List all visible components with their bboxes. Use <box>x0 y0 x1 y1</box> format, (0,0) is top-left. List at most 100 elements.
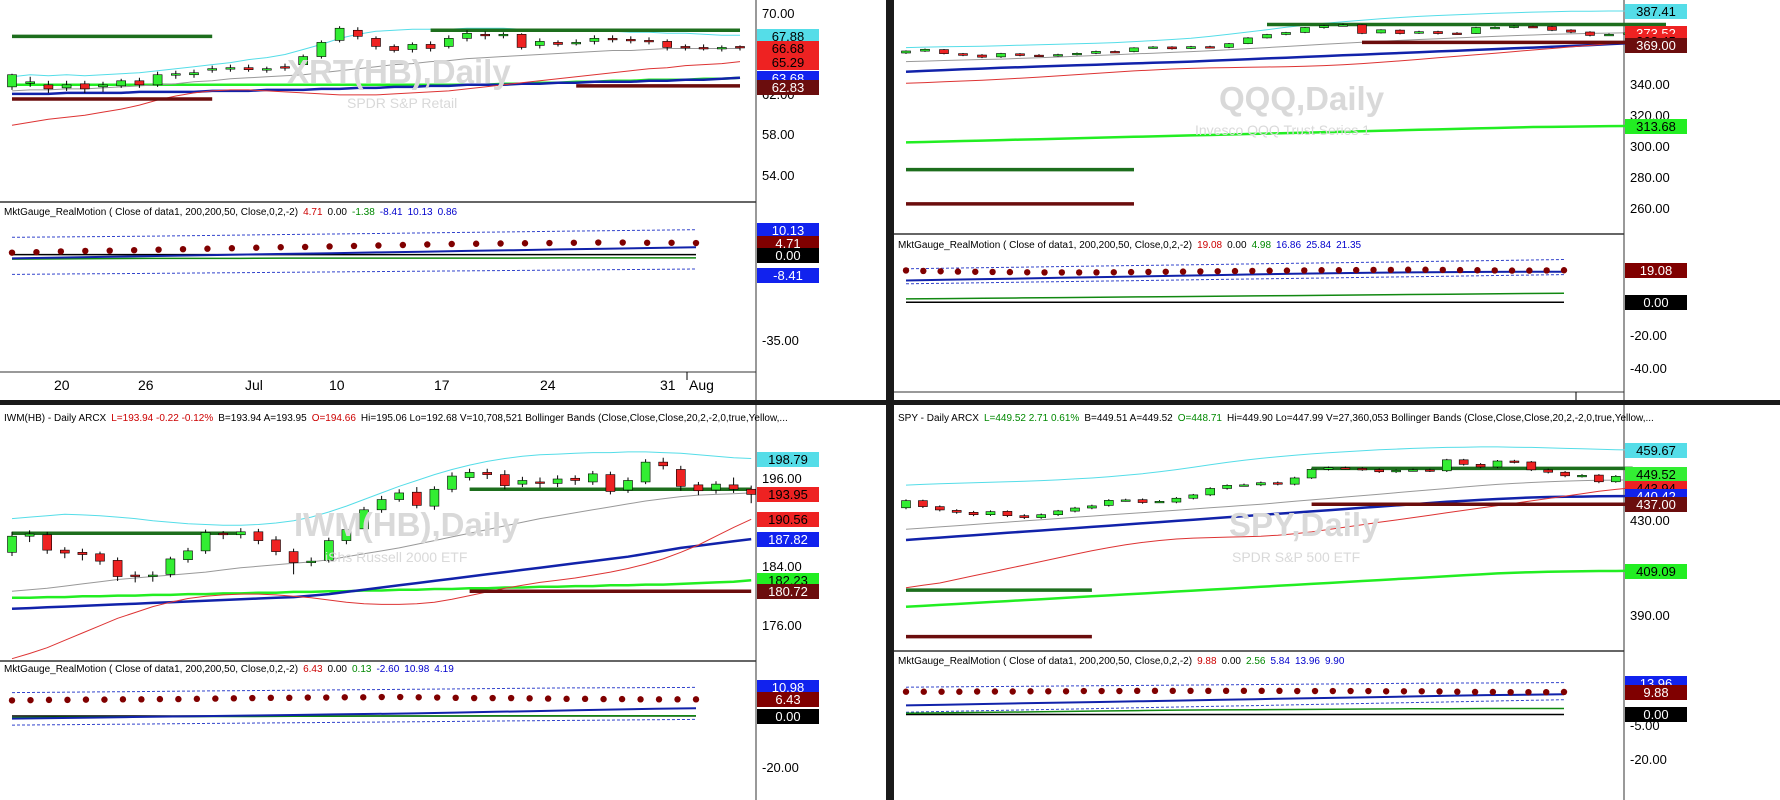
indicator-dot <box>1024 269 1031 276</box>
candle-body <box>1408 469 1418 472</box>
indicator-dot <box>301 243 309 251</box>
indicator-dot <box>1335 267 1343 274</box>
bollinger-middle-line <box>905 479 1633 530</box>
candle-body <box>553 42 563 45</box>
indicator-dot <box>643 239 651 246</box>
price-header-symbol: IWM(HB) - Daily ARCX <box>4 413 107 424</box>
candle-body <box>1137 499 1148 503</box>
indicator-dot <box>433 694 441 701</box>
indicator-dot <box>937 268 944 275</box>
indicator-dot <box>989 268 996 276</box>
candle-body <box>95 553 105 562</box>
indicator-dot <box>692 696 700 703</box>
candle-body <box>623 480 633 491</box>
candle-body <box>288 551 299 563</box>
indicator-value-blue-2: 25.84 <box>1306 240 1332 251</box>
indicator-dot <box>1507 688 1514 696</box>
indicator-dot <box>902 267 910 274</box>
candle-body <box>985 511 996 516</box>
candle-body <box>1414 31 1424 34</box>
indicator-dot <box>1258 687 1265 695</box>
price-badge: 198.79 <box>757 451 819 467</box>
candle-body <box>1120 499 1131 502</box>
indicator-dot <box>8 249 16 256</box>
indicator-dot <box>544 695 552 702</box>
price-header-bid-ask: B=193.94 A=193.95 <box>218 413 307 424</box>
indicator-dot <box>1151 687 1159 695</box>
indicator-green-line <box>905 292 1565 300</box>
candle-body <box>589 38 600 42</box>
indicator-dot <box>1179 268 1187 275</box>
indicator-dot <box>399 241 407 249</box>
indicator-dot <box>350 242 358 250</box>
chart-symbol-watermark: QQQ,Daily <box>1219 80 1385 117</box>
price-tick-label: 430.00 <box>1630 512 1670 528</box>
candle-body <box>7 74 17 88</box>
indicator-blue-line <box>905 270 1564 282</box>
candle-body <box>1357 468 1368 471</box>
indicator-dot <box>973 688 981 695</box>
date-tick-label: 31 <box>1551 397 1567 400</box>
candle-body <box>1610 475 1621 483</box>
indicator-dot <box>375 242 382 249</box>
price-tick-label: 176.00 <box>762 617 802 633</box>
candle-body <box>968 512 979 516</box>
xrt-chart-panel[interactable]: XRT(HB),Daily SPDR S&P Retail MktGauge_R… <box>0 0 886 400</box>
indicator-dot <box>424 241 431 248</box>
price-tick-label: 58.00 <box>762 127 795 143</box>
candle-body <box>675 469 686 487</box>
candle-body <box>1425 469 1435 472</box>
candle-body <box>43 84 54 90</box>
candle-body <box>1289 477 1300 485</box>
candle-body <box>1104 500 1114 506</box>
candle-body <box>207 68 217 71</box>
indicator-dot <box>1418 688 1425 695</box>
indicator-dot <box>1231 267 1239 275</box>
indicator-value-green: 4.98 <box>1251 240 1272 251</box>
candle-body <box>1594 474 1604 483</box>
candle-body <box>1376 29 1386 34</box>
indicator-dot <box>1162 268 1169 275</box>
spy-chart-panel[interactable]: SPY - Daily ARCX L=449.52 2.71 0.61% B=449… <box>894 405 1780 800</box>
indicator-green-line <box>11 257 696 260</box>
horizontal-panel-divider[interactable] <box>0 400 1780 405</box>
indicator-dot <box>1454 688 1461 695</box>
indicator-dot <box>1436 688 1443 695</box>
indicator-dot <box>1127 268 1135 276</box>
indicator-dot <box>360 694 367 701</box>
indicator-dot <box>1543 267 1550 274</box>
indicator-lower-band <box>11 268 697 275</box>
candle-body <box>605 474 616 492</box>
date-tick-label: 20 <box>54 377 70 393</box>
price-badge: 437.00 <box>1625 497 1687 513</box>
indicator-dot <box>228 245 236 252</box>
candle-body <box>901 500 911 509</box>
bollinger-lower-line <box>11 518 752 660</box>
candle-body <box>901 50 911 54</box>
candle-body <box>1171 497 1182 503</box>
date-tick-label: 31 <box>660 377 676 393</box>
candle-body <box>1509 25 1519 28</box>
qqq-chart-panel[interactable]: QQQ,Daily Invesco QQQ Trust Series 1 Mkt… <box>894 0 1780 400</box>
indicator-dot <box>1347 687 1354 695</box>
price-badge: 193.95 <box>757 487 819 503</box>
indicator-dot <box>138 696 145 703</box>
indicator-badge: 9.88 <box>1625 685 1687 700</box>
candle-body <box>1148 46 1158 49</box>
candle-body <box>1239 484 1249 487</box>
candle-body <box>7 535 17 553</box>
indicator-dot <box>1294 687 1301 695</box>
candle-body <box>1566 29 1576 33</box>
indicator-dot <box>637 696 644 703</box>
indicator-dot <box>1400 688 1408 695</box>
candle-body <box>61 84 72 89</box>
indicator-dot <box>1471 688 1479 696</box>
candle-body <box>746 488 757 495</box>
indicator-dot <box>212 695 219 702</box>
indicator-value-green: 0.13 <box>352 664 372 675</box>
candle-body <box>716 47 727 50</box>
candle-body <box>316 42 327 57</box>
iwm-chart-panel[interactable]: IWM(HB) - Daily ARCX L=193.94 -0.22 -0.12… <box>0 405 886 800</box>
indicator-dot <box>101 696 108 703</box>
candle-body <box>640 461 651 483</box>
